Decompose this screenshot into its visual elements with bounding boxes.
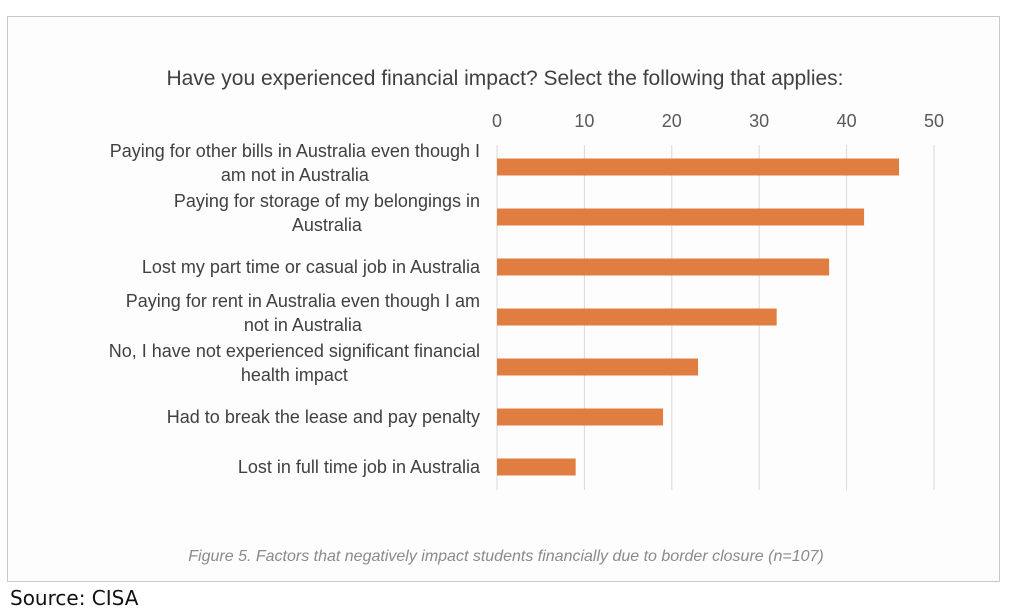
category-label: Australia	[292, 215, 363, 235]
bar-6	[497, 408, 664, 426]
category-label: not in Australia	[244, 315, 363, 335]
x-tick-label: 20	[662, 111, 682, 131]
bar-5	[497, 358, 699, 376]
x-tick-label: 40	[837, 111, 857, 131]
bar-1	[497, 158, 900, 176]
x-tick-label: 50	[924, 111, 944, 131]
category-label: Paying for storage of my belongings in	[174, 191, 480, 211]
figure-caption: Figure 5. Factors that negatively impact…	[188, 548, 824, 565]
category-label: health impact	[241, 365, 348, 385]
category-label: Paying for rent in Australia even though…	[126, 291, 480, 311]
figure-frame	[7, 16, 1000, 582]
category-labels: Paying for other bills in Australia even…	[109, 141, 481, 477]
category-label: Lost my part time or casual job in Austr…	[142, 257, 481, 277]
gridlines	[496, 145, 935, 490]
category-label: No, I have not experienced significant f…	[109, 341, 480, 361]
x-axis-ticks: 0 10 20 30 40 50	[492, 111, 944, 131]
bars	[497, 158, 900, 476]
bar-7	[497, 458, 576, 476]
bar-2	[497, 208, 865, 226]
source-note: Source: CISA	[10, 586, 139, 610]
x-tick-label: 10	[574, 111, 594, 131]
bar-4	[497, 308, 777, 326]
x-tick-label: 30	[749, 111, 769, 131]
category-label: am not in Australia	[221, 165, 370, 185]
category-label: Paying for other bills in Australia even…	[110, 141, 480, 161]
chart-title: Have you experienced financial impact? S…	[166, 67, 843, 90]
x-tick-label: 0	[492, 111, 502, 131]
category-label: Had to break the lease and pay penalty	[167, 407, 480, 427]
bar-3	[497, 258, 830, 276]
category-label: Lost in full time job in Australia	[238, 457, 481, 477]
